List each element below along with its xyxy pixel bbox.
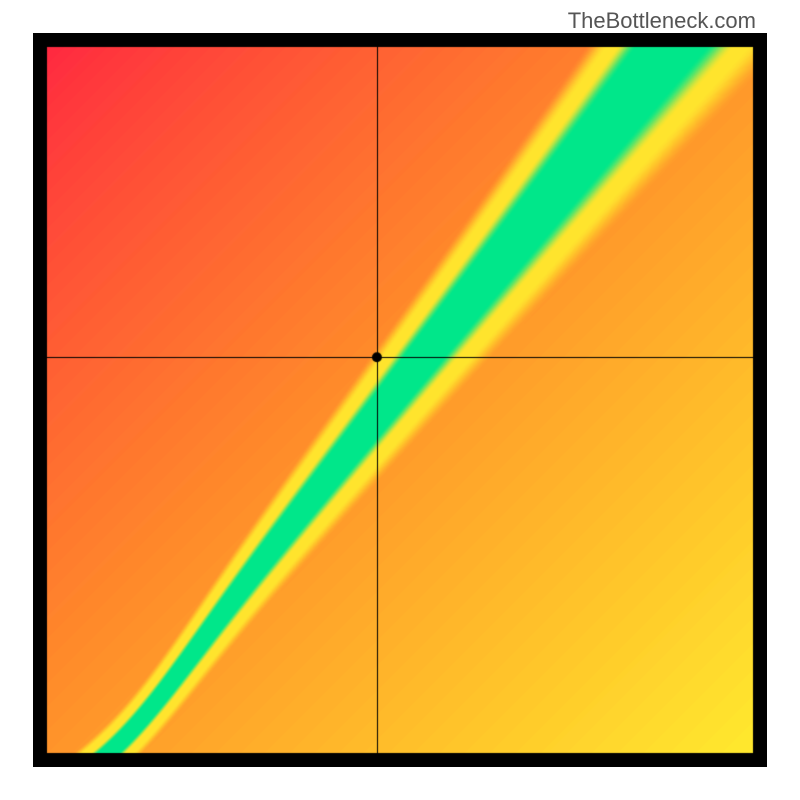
chart-container: TheBottleneck.com	[0, 0, 800, 800]
heatmap-canvas	[33, 33, 767, 767]
chart-frame	[33, 33, 767, 767]
watermark-text: TheBottleneck.com	[568, 8, 756, 34]
